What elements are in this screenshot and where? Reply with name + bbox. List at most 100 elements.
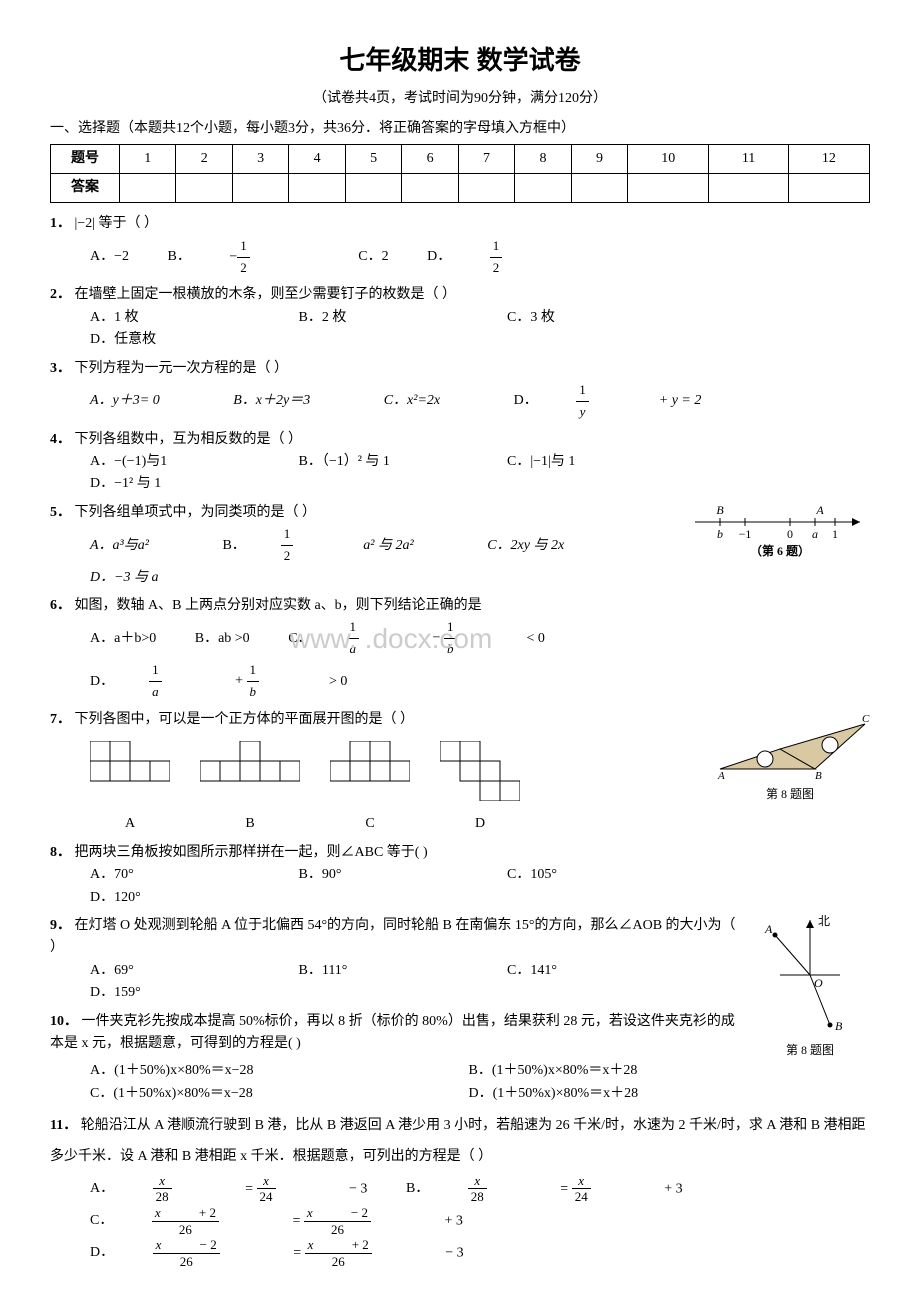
q4-num: 4． xyxy=(50,432,71,447)
q11-optA: A． x28 = x24 − 3 xyxy=(90,1173,367,1205)
question-6: 6． 如图，数轴 A、B 上两点分别对应实数 a、b，则下列结论正确的是 www… xyxy=(50,595,870,703)
q11-text: 轮船沿江从 A 港顺流行驶到 B 港，比从 B 港返回 A 港少用 3 小时，若… xyxy=(50,1118,866,1164)
q10-optA: A．(1＋50%)x×80%＝x−28 xyxy=(90,1060,430,1082)
grid-cell xyxy=(232,174,288,203)
q7-labelD: D xyxy=(440,813,520,835)
q5-optB: B．12a² 与 2a² xyxy=(222,524,448,567)
q6-num: 6． xyxy=(50,598,71,613)
q10-optD: D．(1＋50%x)×80%＝x＋28 xyxy=(469,1083,809,1105)
q6-optC: C．1a − 1b < 0 xyxy=(288,617,580,660)
q6-optB: B．ab >0 xyxy=(195,628,250,650)
grid-cell xyxy=(402,174,458,203)
grid-col: 3 xyxy=(232,145,288,174)
q11-optB: B． x28 = x24 + 3 xyxy=(406,1173,683,1205)
grid-col: 2 xyxy=(176,145,232,174)
grid-col: 4 xyxy=(289,145,345,174)
q10-num: 10． xyxy=(50,1014,78,1029)
q2-optD: D．任意枚 xyxy=(90,329,260,351)
q9-optC: C．141° xyxy=(507,960,677,982)
q6-optA: A．a＋b>0 xyxy=(90,628,156,650)
svg-text:C: C xyxy=(862,713,870,725)
q7-netC-icon xyxy=(330,741,410,801)
q8-triangle-icon: A B C xyxy=(710,709,870,779)
question-8: 8． 把两块三角板按如图所示那样拼在一起，则∠ABC 等于( ) A．70° B… xyxy=(50,842,870,909)
q11-num: 11． xyxy=(50,1118,77,1133)
grid-cell xyxy=(120,174,176,203)
page-subtitle: （试卷共4页，考试时间为90分钟，满分120分） xyxy=(50,88,870,110)
question-2: 2． 在墙壁上固定一根横放的木条，则至少需要钉子的枚数是（ ） A．1 枚 B．… xyxy=(50,284,870,351)
q4-optA: A．−(−1)与1 xyxy=(90,451,260,473)
grid-cell xyxy=(788,174,869,203)
q10-optC: C．(1＋50%x)×80%＝x−28 xyxy=(90,1083,430,1105)
question-5: 5． 下列各组单项式中，为同类项的是（ ） A．a³与a² B．12a² 与 2… xyxy=(50,502,870,589)
q8-optA: A．70° xyxy=(90,864,260,886)
q7-netD-icon xyxy=(440,741,520,801)
q2-optB: B．2 枚 xyxy=(299,307,469,329)
q5-optA: A．a³与a² xyxy=(90,535,184,557)
grid-col: 6 xyxy=(402,145,458,174)
q4-optD: D．−1² 与 1 xyxy=(90,473,260,495)
svg-text:A: A xyxy=(717,770,725,779)
q7-netB-icon xyxy=(200,741,300,801)
q8-optB: B．90° xyxy=(299,864,469,886)
q1-optD: D． 12 xyxy=(427,236,572,279)
q8-optC: C．105° xyxy=(507,864,677,886)
grid-cell xyxy=(709,174,788,203)
q9-optA: A．69° xyxy=(90,960,260,982)
question-7: 7． 下列各图中，可以是一个正方体的平面展开图的是（ ） A B C 第 8 题… xyxy=(50,709,870,836)
q11-optD: D． x − 226 = x + 226 − 3 xyxy=(90,1237,464,1269)
q2-optA: A．1 枚 xyxy=(90,307,260,329)
question-11: 11． 轮船沿江从 A 港顺流行驶到 B 港，比从 B 港返回 A 港少用 3 … xyxy=(50,1111,870,1269)
section-heading: 一、选择题（本题共12个小题，每小题3分，共36分．将正确答案的字母填入方框中） xyxy=(50,118,870,140)
q5-num: 5． xyxy=(50,505,71,520)
q9-num: 9． xyxy=(50,918,71,933)
q6-text: 如图，数轴 A、B 上两点分别对应实数 a、b，则下列结论正确的是 xyxy=(75,598,482,613)
grid-col: 5 xyxy=(345,145,401,174)
q5-optC: C．2xy 与 2x xyxy=(487,535,599,557)
q3-optB: B．x＋2y＝3 xyxy=(233,390,345,412)
grid-col: 11 xyxy=(709,145,788,174)
q8-text: 把两块三角板按如图所示那样拼在一起，则∠ABC 等于( ) xyxy=(75,845,428,860)
q11-optC: C． x + 226 = x − 226 + 3 xyxy=(90,1205,463,1237)
q5-text: 下列各组单项式中，为同类项的是（ ） xyxy=(75,505,317,520)
q3-text: 下列方程为一元一次方程的是（ ） xyxy=(75,361,289,376)
grid-cell xyxy=(458,174,514,203)
q9-optD: D．159° xyxy=(90,982,260,1004)
grid-col: 7 xyxy=(458,145,514,174)
grid-cell xyxy=(571,174,627,203)
q7-labelC: C xyxy=(330,813,410,835)
grid-col: 8 xyxy=(515,145,571,174)
grid-cell xyxy=(176,174,232,203)
grid-cell xyxy=(345,174,401,203)
q5-optD: D．−3 与 a xyxy=(90,567,194,589)
q4-text: 下列各组数中，互为相反数的是（ ） xyxy=(75,432,303,447)
grid-col: 10 xyxy=(628,145,709,174)
q7-num: 7． xyxy=(50,712,71,727)
grid-row2-label: 答案 xyxy=(51,174,120,203)
q1-num: 1． xyxy=(50,216,71,231)
grid-cell xyxy=(289,174,345,203)
q6-optD: D．1a + 1b > 0 xyxy=(90,660,382,703)
grid-row1-label: 题号 xyxy=(51,145,120,174)
answer-grid: 题号 1 2 3 4 5 6 7 8 9 10 11 12 答案 xyxy=(50,144,870,203)
question-9: 9． 在灯塔 O 处观测到轮船 A 位于北偏西 54°的方向，同时轮船 B 在南… xyxy=(50,915,870,1005)
q4-optC: C．|−1|与 1 xyxy=(507,451,677,473)
q10-optB: B．(1＋50%)x×80%＝x＋28 xyxy=(469,1060,809,1082)
q10-text: 一件夹克衫先按成本提高 50%标价，再以 8 折（标价的 80%）出售，结果获利… xyxy=(50,1014,735,1051)
question-10: 10． 一件夹克衫先按成本提高 50%标价，再以 8 折（标价的 80%）出售，… xyxy=(50,1011,870,1106)
q8-optD: D．120° xyxy=(90,887,260,909)
q7-labelB: B xyxy=(200,813,300,835)
q3-optD: D． 1y + y = 2 xyxy=(514,380,737,423)
q4-optB: B．（−1）² 与 1 xyxy=(299,451,469,473)
svg-text:B: B xyxy=(815,770,822,779)
page-title: 七年级期末 数学试卷 xyxy=(50,40,870,82)
q9-optB: B．111° xyxy=(299,960,469,982)
question-1: 1． |−2| 等于（ ） A．−2 B． −12 C．2 D． 12 xyxy=(50,213,870,278)
q3-num: 3． xyxy=(50,361,71,376)
grid-col: 12 xyxy=(788,145,869,174)
q1-optB: B． −12 xyxy=(168,236,320,279)
question-3: 3． 下列方程为一元一次方程的是（ ） A．y＋3= 0 B．x＋2y＝3 C．… xyxy=(50,358,870,423)
q7-labelA: A xyxy=(90,813,170,835)
q8-caption: 第 8 题图 xyxy=(710,785,870,804)
q9-text: 在灯塔 O 处观测到轮船 A 位于北偏西 54°的方向，同时轮船 B 在南偏东 … xyxy=(50,918,736,955)
